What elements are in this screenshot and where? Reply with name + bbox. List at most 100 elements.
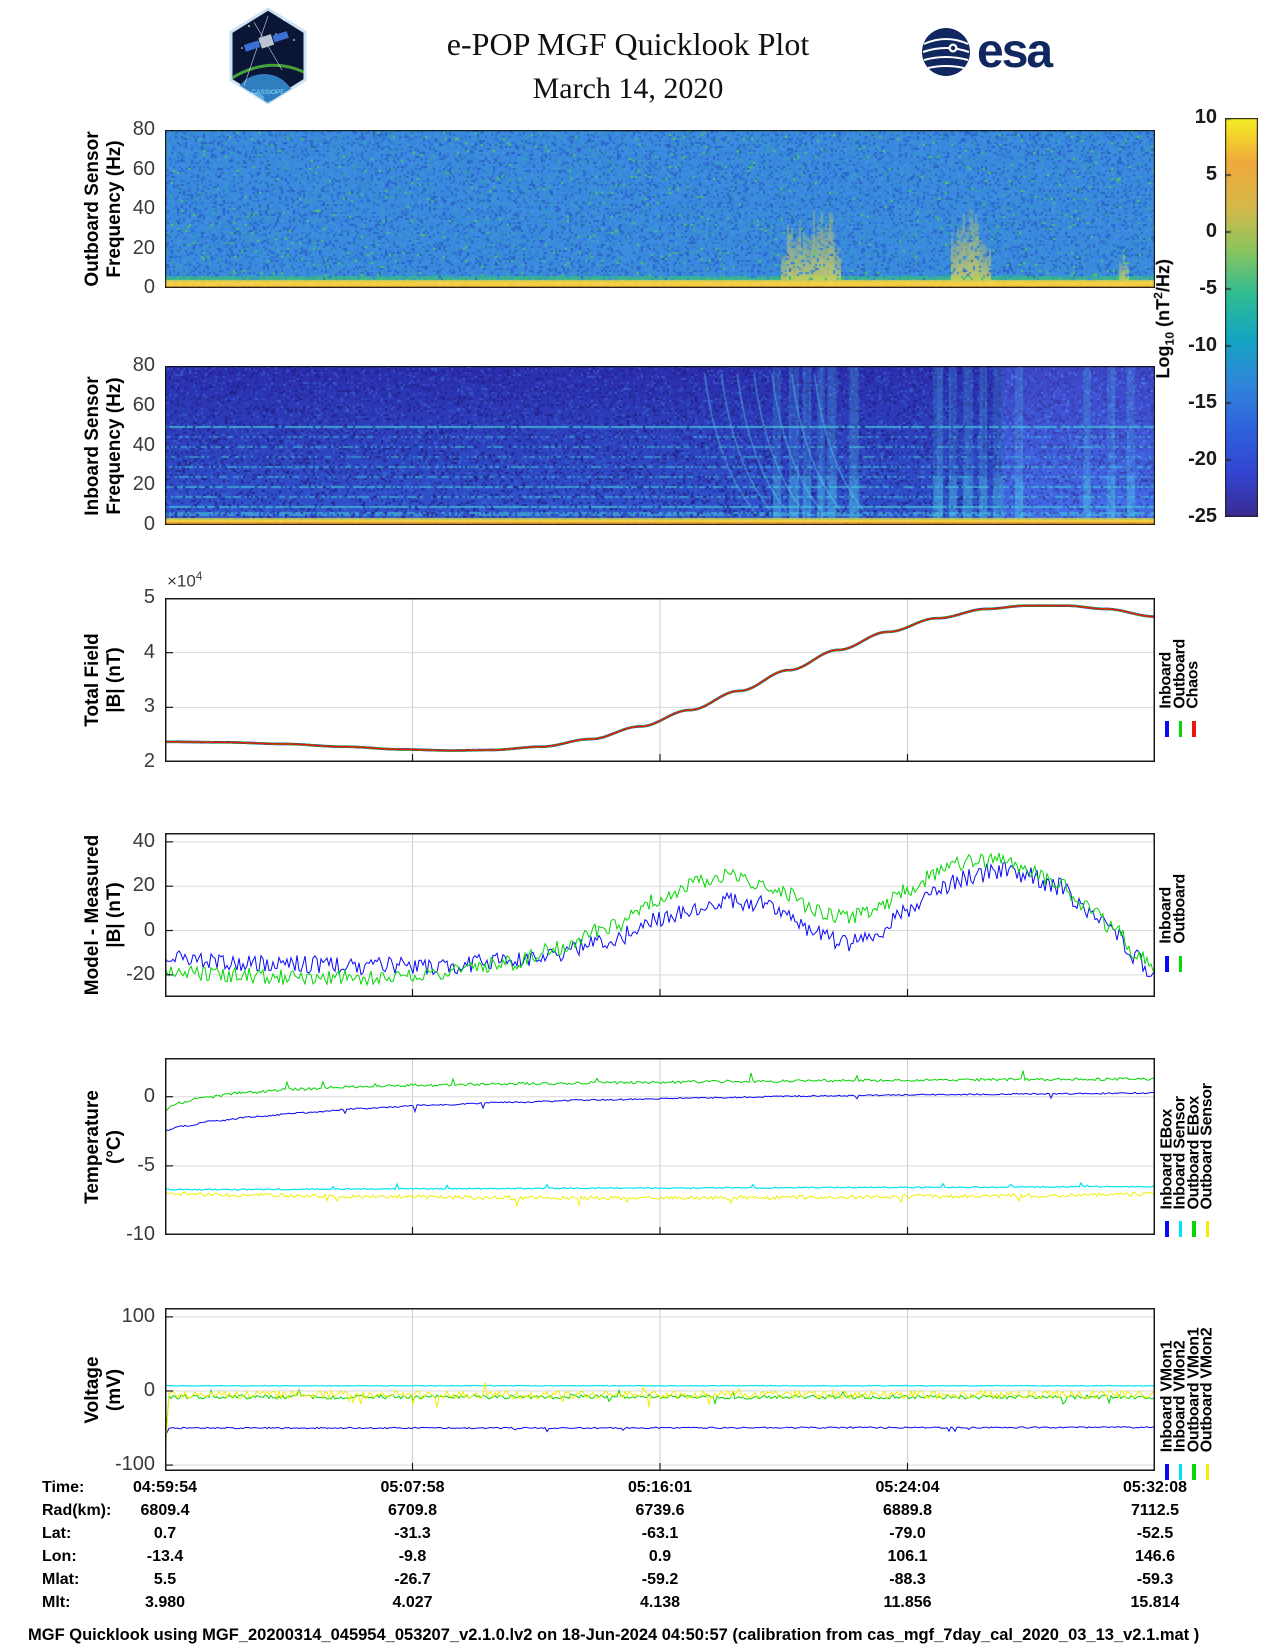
ephemeris-value: 15.814: [1130, 1594, 1180, 1611]
series-outboard-ebox: [165, 1070, 1155, 1111]
ephemeris-value: 04:59:54: [132, 1479, 198, 1496]
colorbar: [1225, 118, 1258, 517]
series-outboard-vmon2: [165, 1382, 1155, 1460]
ephemeris-value: -52.5: [1136, 1525, 1174, 1542]
series-outboard: [165, 852, 1155, 987]
ephemeris-value: 05:32:08: [1122, 1479, 1188, 1496]
ephemeris-value: -13.4: [146, 1548, 184, 1565]
ytick-label-voltage: 100: [121, 1304, 155, 1327]
legend-label-chaos: Chaos: [1184, 661, 1202, 709]
legend-swatch-inboard: [1165, 955, 1169, 972]
ephemeris-value: 3.980: [144, 1594, 186, 1611]
ephemeris-value: 11.856: [883, 1594, 932, 1611]
legend-swatch-outboard-vmon1: [1192, 1463, 1196, 1480]
legend-swatch-inboard-ebox: [1165, 1220, 1169, 1237]
legend-swatch-inboard-vmon2: [1178, 1463, 1183, 1480]
ytick-label-model-minus-measured: 0: [143, 918, 155, 941]
ephemeris-value: -88.3: [889, 1571, 926, 1588]
ephemeris-value: 4.027: [392, 1594, 433, 1611]
ephemeris-row-label-mlat: Mlat:: [42, 1571, 80, 1588]
ephemeris-row-label-radkm: Rad(km):: [42, 1502, 112, 1519]
ytick-label-model-minus-measured: 20: [132, 874, 155, 897]
ephemeris-value: 7112.5: [1130, 1502, 1180, 1519]
series-chaos: [165, 604, 1155, 752]
legend-label-outboard-vmon2: Outboard VMon2: [1198, 1327, 1216, 1452]
ytick-label-outboard-spectrogram: 60: [132, 157, 155, 180]
ephemeris-value: 106.1: [887, 1548, 928, 1565]
ephemeris-value: -31.3: [394, 1525, 431, 1542]
plot-voltage: [165, 1308, 1155, 1471]
legend-swatch-inboard: [1165, 720, 1169, 737]
ytick-label-temperature: 0: [143, 1084, 155, 1107]
ephemeris-value: 6709.8: [388, 1502, 437, 1519]
ephemeris-value: -59.2: [641, 1571, 679, 1588]
patch-star: [248, 25, 250, 27]
plot-total-field: [165, 598, 1155, 762]
ytick-label-outboard-spectrogram: 20: [132, 236, 155, 259]
legend-label-outboard-sensor: Outboard Sensor: [1198, 1082, 1216, 1209]
colorbar-tick-label: 0: [1205, 220, 1217, 242]
colorbar-tick-label: -20: [1188, 448, 1217, 470]
legend-swatch-outboard: [1178, 720, 1183, 737]
ephemeris-value: 6889.8: [883, 1502, 932, 1519]
ytick-label-total-field: 4: [143, 640, 155, 663]
esa-globe-icon: [922, 28, 970, 76]
ytick-label-inboard-spectrogram: 40: [132, 433, 155, 456]
ytick-label-inboard-spectrogram: 60: [132, 393, 155, 416]
legend-swatch-chaos: [1192, 720, 1196, 737]
ephemeris-row-label-time: Time:: [42, 1479, 85, 1496]
ytick-label-voltage: -100: [114, 1453, 155, 1476]
legend-swatch-inboard-vmon1: [1165, 1463, 1169, 1480]
plot-model-minus-measured: [165, 833, 1155, 997]
colorbar-tick-label: -25: [1188, 505, 1217, 527]
ytick-label-outboard-spectrogram: 0: [143, 276, 155, 298]
ytick-label-outboard-spectrogram: 40: [132, 197, 155, 219]
ytick-label-inboard-spectrogram: 20: [132, 473, 155, 496]
ytick-label-model-minus-measured: 40: [132, 829, 155, 852]
footer-provenance-text: MGF Quicklook using MGF_20200314_045954_…: [28, 1626, 1200, 1644]
ephemeris-value: 0.9: [648, 1548, 672, 1565]
series-inboard: [165, 862, 1155, 977]
ytick-label-total-field: 5: [143, 586, 155, 608]
plot-date: March 14, 2020: [532, 72, 724, 105]
ephemeris-value: 0.7: [153, 1525, 177, 1542]
spectrogram-outboard-spectrogram: [165, 130, 1155, 288]
patch-earth: [232, 74, 296, 103]
legend-swatch-inboard-sensor: [1178, 1220, 1183, 1237]
ephemeris-value: 05:07:58: [380, 1479, 445, 1496]
ephemeris-value: 05:24:04: [875, 1479, 940, 1496]
cassiope-mission-patch: CASSIOPE: [229, 7, 307, 105]
series-inboard-ebox: [165, 1091, 1155, 1131]
colorbar-tick-label: -5: [1199, 277, 1217, 299]
ephemeris-value: 6809.4: [140, 1502, 190, 1519]
legend-swatch-outboard-sensor: [1205, 1220, 1210, 1237]
esa-logo: esa: [920, 25, 1053, 78]
ytick-label-total-field: 3: [143, 695, 155, 718]
series-inboard-sensor: [165, 1181, 1155, 1191]
ephemeris-value: -59.3: [1136, 1571, 1174, 1588]
ytick-label-outboard-spectrogram: 80: [132, 118, 155, 140]
ytick-label-temperature: -5: [137, 1153, 155, 1176]
legend-swatch-outboard-vmon2: [1205, 1463, 1210, 1480]
ytick-label-inboard-spectrogram: 0: [143, 513, 155, 535]
ephemeris-value: -26.7: [394, 1571, 431, 1588]
esa-logo-text: esa: [977, 25, 1053, 78]
patch-mission-name: CASSIOPE: [251, 89, 285, 96]
colorbar-tick-label: -10: [1188, 334, 1217, 356]
patch-satellite: [243, 31, 289, 52]
colorbar-tick-label: -15: [1188, 391, 1217, 413]
ephemeris-value: 146.6: [1134, 1548, 1176, 1565]
patch-aurora-arc: [231, 63, 305, 80]
ytick-label-total-field: 2: [143, 750, 155, 772]
ephemeris-row-label-mlt: Mlt:: [42, 1594, 71, 1611]
series-inboard-vmon2: [165, 1384, 1155, 1387]
legend-label-outboard: Outboard: [1171, 874, 1189, 944]
y-axis-exponent: ×104: [167, 571, 203, 591]
colorbar-axis-label: Log10 (nT2/Hz): [1151, 259, 1177, 379]
ephemeris-value: 5.5: [153, 1571, 177, 1588]
ephemeris-value: 4.138: [639, 1594, 681, 1611]
ephemeris-value: 6739.6: [635, 1502, 685, 1519]
series-outboard-sensor: [165, 1191, 1155, 1208]
legend-swatch-outboard-ebox: [1192, 1220, 1196, 1237]
